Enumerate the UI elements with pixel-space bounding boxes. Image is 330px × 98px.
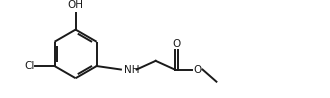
- Text: O: O: [194, 64, 202, 74]
- Text: Cl: Cl: [24, 61, 35, 71]
- Text: NH: NH: [123, 64, 139, 74]
- Text: O: O: [172, 39, 181, 49]
- Text: OH: OH: [68, 0, 83, 10]
